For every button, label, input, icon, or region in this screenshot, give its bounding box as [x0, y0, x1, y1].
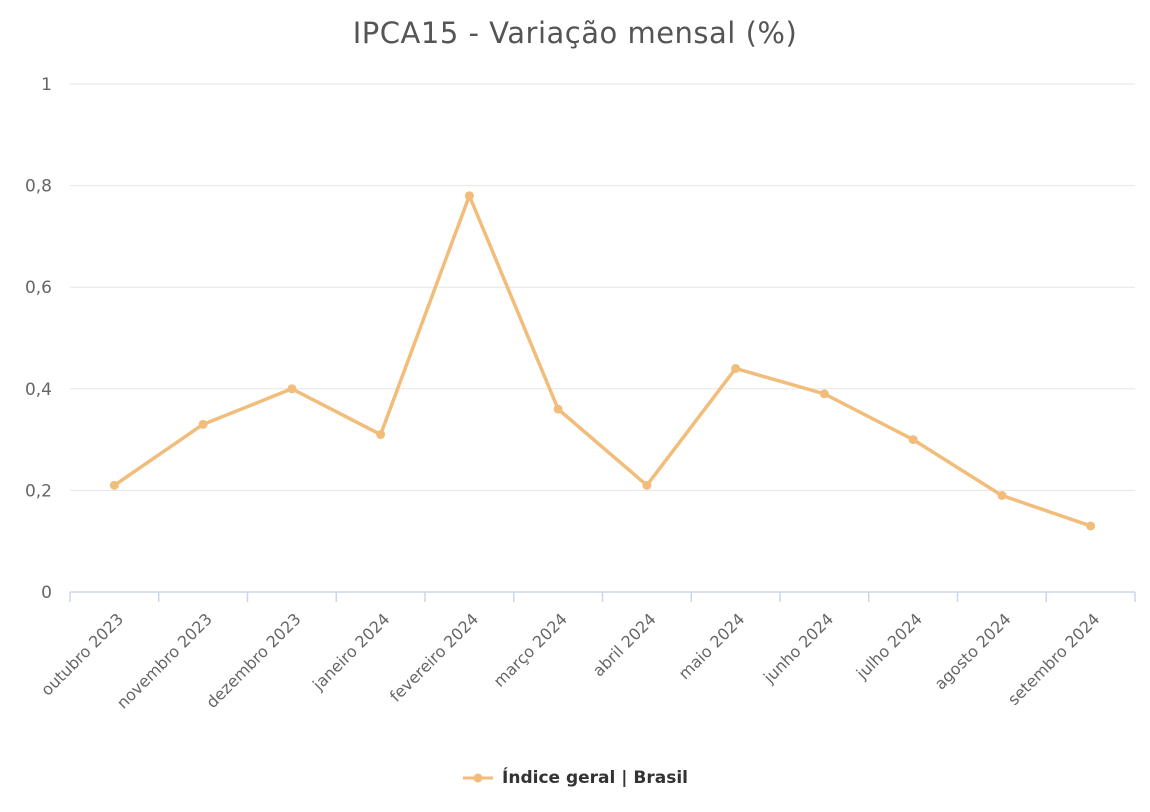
data-point-marker[interactable] — [642, 480, 652, 490]
data-point-marker[interactable] — [198, 419, 208, 429]
data-point-marker[interactable] — [287, 384, 297, 394]
data-point-marker[interactable] — [553, 404, 563, 414]
x-axis-tick-label: fevereiro 2024 — [386, 609, 482, 705]
data-point-marker[interactable] — [1086, 521, 1096, 531]
y-axis-tick-label: 0,2 — [25, 481, 52, 501]
data-point-marker[interactable] — [908, 435, 918, 445]
x-axis-tick-label: agosto 2024 — [931, 609, 1015, 693]
y-axis-tick-label: 1 — [41, 75, 52, 95]
y-axis-tick-label: 0,4 — [25, 380, 52, 400]
x-axis-tick-label: janeiro 2024 — [308, 609, 393, 694]
x-axis-tick-label: dezembro 2023 — [202, 609, 304, 711]
data-point-marker[interactable] — [109, 480, 119, 490]
chart-title: IPCA15 - Variação mensal (%) — [352, 16, 798, 50]
x-axis-tick-label: setembro 2024 — [1004, 609, 1104, 709]
x-axis-tick-label: julho 2024 — [852, 609, 926, 683]
legend-label: Índice geral | Brasil — [502, 768, 688, 788]
y-axis-tick-label: 0 — [41, 583, 52, 603]
x-axis-tick-label: novembro 2023 — [113, 609, 216, 712]
x-axis-tick-label: abril 2024 — [589, 609, 660, 680]
series-line — [112, 194, 1093, 528]
legend-item[interactable]: Índice geral | Brasil — [0, 768, 1150, 788]
data-point-marker[interactable] — [997, 490, 1007, 500]
x-axis-tick-label: março 2024 — [490, 609, 571, 690]
x-axis-tick-label: outubro 2023 — [37, 609, 127, 699]
y-axis-tick-label: 0,8 — [25, 177, 52, 197]
data-point-marker[interactable] — [376, 430, 386, 440]
x-axis-tick-label: maio 2024 — [675, 609, 749, 683]
data-point-marker[interactable] — [731, 363, 741, 373]
data-point-marker[interactable] — [464, 191, 474, 201]
y-axis-tick-label: 0,6 — [25, 278, 52, 298]
x-axis-tick-label: junho 2024 — [759, 609, 837, 687]
legend-marker-icon — [463, 773, 494, 783]
data-point-marker[interactable] — [819, 389, 829, 399]
